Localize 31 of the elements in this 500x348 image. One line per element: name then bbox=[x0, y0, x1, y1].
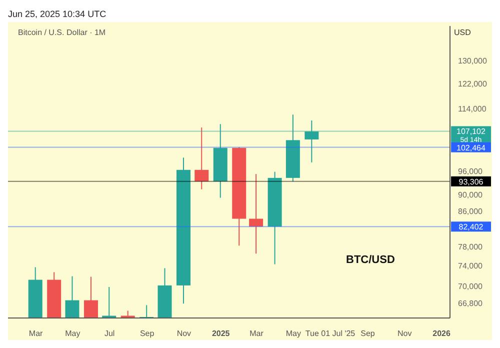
x-tick-label: Tue 01 Jul '25 bbox=[305, 329, 356, 338]
chart-title: Bitcoin / U.S. Dollar · 1M bbox=[18, 28, 106, 37]
x-tick-label: Nov bbox=[176, 329, 192, 338]
y-tick-label: 114,000 bbox=[458, 104, 487, 114]
x-tick-label: Mar bbox=[28, 329, 44, 338]
annotation: BTC/USD bbox=[346, 254, 395, 266]
y-tick-label: 66,800 bbox=[458, 298, 484, 308]
y-tick-label: 90,000 bbox=[458, 190, 484, 200]
chart-subtitle: Jun 25, 2025 10:34 UTC bbox=[8, 8, 108, 21]
y-tick-label: 130,000 bbox=[458, 56, 488, 66]
x-tick-label: 2026 bbox=[432, 329, 451, 338]
ref-line-label: 93,306 bbox=[458, 177, 484, 186]
x-tick-label: 2025 bbox=[212, 329, 230, 338]
ref-line-label: 102,464 bbox=[456, 143, 486, 152]
x-tick-label: Sep bbox=[140, 329, 155, 338]
x-tick-label: May bbox=[286, 329, 301, 338]
y-axis-title: USD bbox=[454, 28, 471, 37]
y-tick-label: 78,000 bbox=[458, 242, 484, 252]
ref-line-label: 82,402 bbox=[458, 222, 484, 232]
x-tick-label: Jul bbox=[104, 329, 115, 338]
x-tick-label: Sep bbox=[360, 329, 376, 338]
x-tick-label: Mar bbox=[250, 329, 264, 338]
x-tick-label: May bbox=[65, 329, 80, 338]
y-tick-label: 86,000 bbox=[458, 206, 484, 216]
x-tick-label: Nov bbox=[398, 329, 412, 338]
y-tick-label: 122,000 bbox=[458, 80, 488, 89]
y-tick-label: 96,000 bbox=[458, 166, 484, 176]
candlestick bbox=[249, 174, 264, 254]
y-tick-label: 74,000 bbox=[458, 262, 484, 271]
y-tick-label: 70,000 bbox=[458, 282, 484, 291]
ref-line-label: 107,102 bbox=[456, 127, 486, 136]
